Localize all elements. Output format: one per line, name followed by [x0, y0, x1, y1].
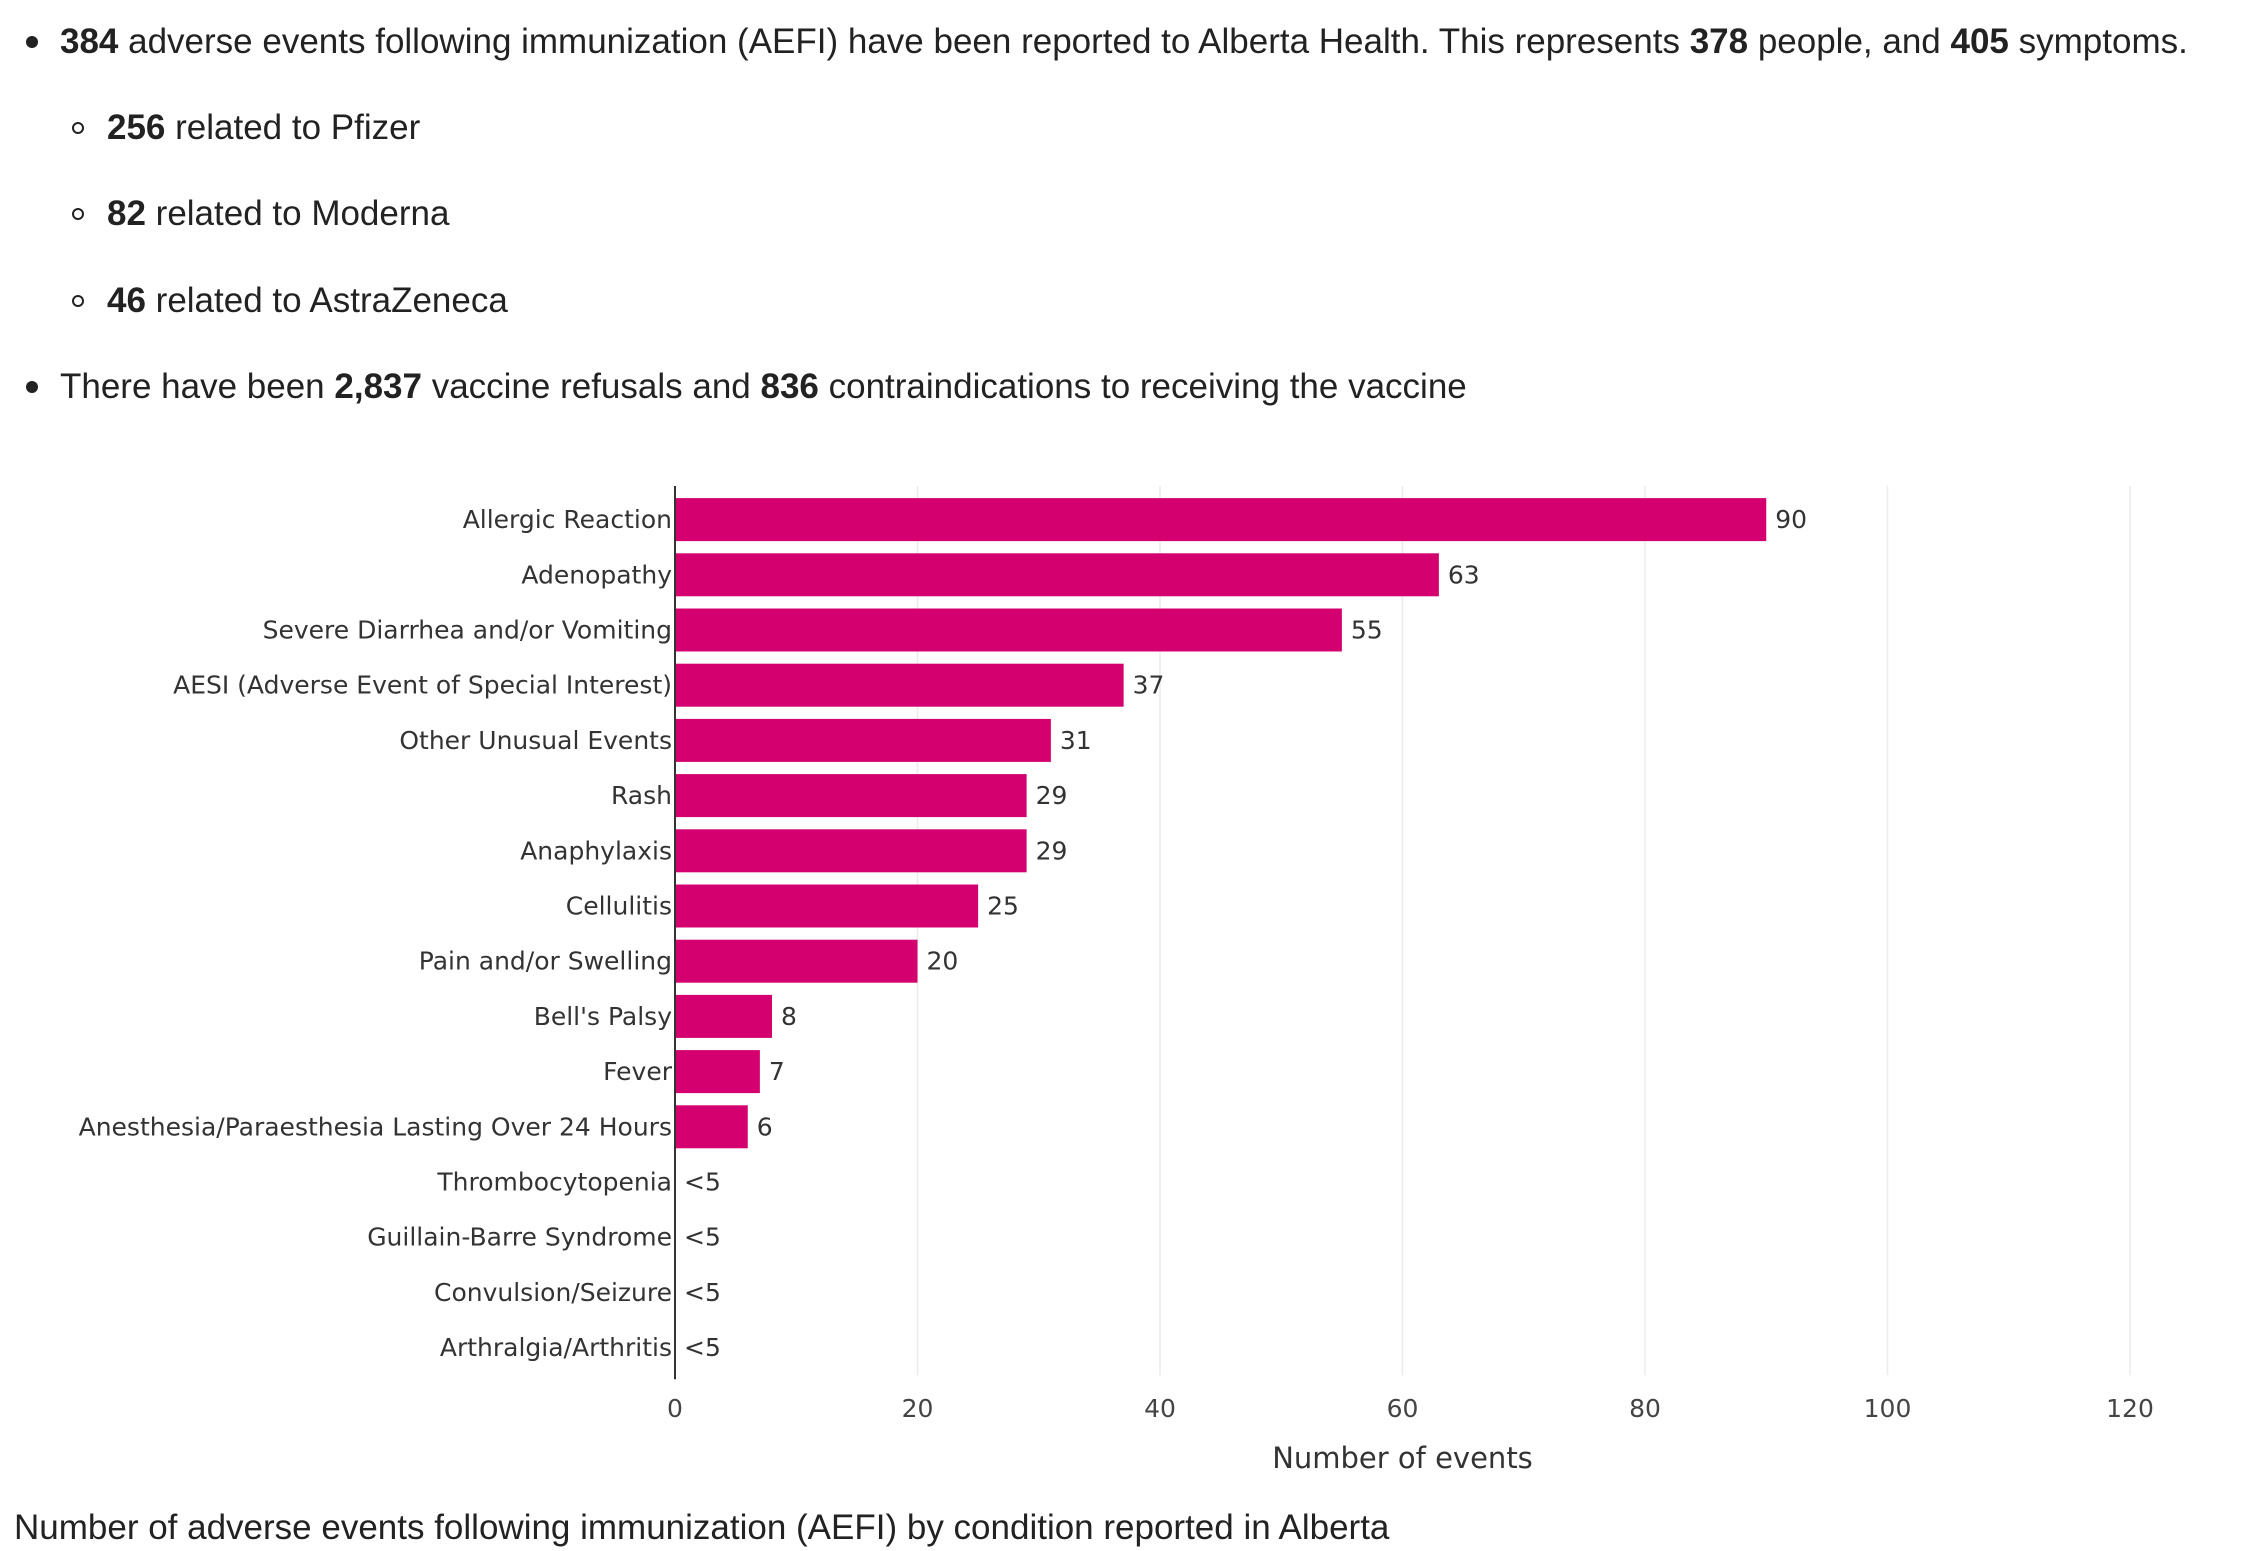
x-axis-title: Number of events	[1272, 1441, 1533, 1475]
category-label: Rash	[611, 781, 672, 810]
category-label: Adenopathy	[521, 560, 672, 589]
data-label: 31	[1060, 726, 1092, 755]
category-label: AESI (Adverse Event of Special Interest)	[173, 671, 672, 700]
category-label: Cellulitis	[566, 892, 672, 921]
data-label: 8	[781, 1002, 797, 1031]
category-label: Severe Diarrhea and/or Vomiting	[263, 616, 672, 645]
data-label: 90	[1775, 505, 1807, 534]
category-label: Pain and/or Swelling	[419, 947, 672, 976]
bar	[675, 829, 1027, 873]
data-label: 25	[987, 892, 1019, 921]
data-label: 6	[757, 1112, 773, 1141]
x-tick-label: 120	[2106, 1394, 2154, 1423]
data-label: 55	[1351, 616, 1383, 645]
summary-sub-astrazeneca: 46 related to AstraZeneca	[107, 281, 508, 320]
x-tick-label: 0	[667, 1394, 683, 1423]
category-label: Anesthesia/Paraesthesia Lasting Over 24 …	[79, 1112, 672, 1141]
bar	[675, 939, 918, 983]
aefi-count: 384	[60, 22, 119, 61]
sub-bullet-icon	[72, 122, 84, 134]
category-label: Fever	[603, 1057, 673, 1086]
bar	[675, 884, 979, 928]
category-label: Arthralgia/Arthritis	[440, 1333, 672, 1362]
bar	[675, 994, 772, 1038]
data-label: 37	[1133, 671, 1165, 700]
data-label: 20	[927, 947, 959, 976]
bar	[675, 663, 1124, 707]
data-label: <5	[684, 1223, 721, 1252]
x-tick-label: 100	[1864, 1394, 1912, 1423]
category-label: Convulsion/Seizure	[434, 1278, 672, 1307]
bar	[675, 553, 1439, 597]
data-label: 29	[1036, 836, 1068, 865]
category-label: Thrombocytopenia	[436, 1168, 672, 1197]
category-label: Bell's Palsy	[534, 1002, 673, 1031]
category-label: Other Unusual Events	[399, 726, 672, 755]
bullet-icon	[26, 36, 38, 48]
refusals-count: 2,837	[334, 367, 422, 406]
x-tick-label: 20	[902, 1394, 934, 1423]
chart-caption: Number of adverse events following immun…	[14, 1508, 1390, 1547]
sub-bullet-icon	[72, 295, 84, 307]
category-label: Allergic Reaction	[463, 505, 672, 534]
symptoms-count: 405	[1950, 22, 2009, 61]
data-label: 29	[1036, 781, 1068, 810]
bar	[675, 608, 1342, 652]
summary-sub-pfizer: 256 related to Pfizer	[107, 108, 421, 147]
summary-line-refusals: There have been 2,837 vaccine refusals a…	[60, 367, 1467, 406]
contraindications-count: 836	[760, 367, 819, 406]
category-label: Anaphylaxis	[520, 836, 672, 865]
data-label: <5	[684, 1278, 721, 1307]
data-label: 63	[1448, 560, 1480, 589]
people-count: 378	[1689, 22, 1749, 61]
aefi-bar-chart: Allergic Reaction 90 Adenopathy 63 Severe Di…	[79, 486, 2154, 1475]
x-tick-label: 60	[1387, 1394, 1419, 1423]
bar	[675, 774, 1027, 818]
bar	[675, 1105, 748, 1149]
sub-bullet-icon	[72, 208, 84, 220]
category-label: Guillain-Barre Syndrome	[367, 1223, 672, 1252]
data-label: <5	[684, 1333, 721, 1362]
data-label: <5	[684, 1168, 721, 1197]
x-tick-label: 40	[1144, 1394, 1176, 1423]
summary-sub-moderna: 82 related to Moderna	[107, 194, 450, 233]
bar	[675, 498, 1767, 542]
summary-line-aefi: 384 adverse events following immunizatio…	[60, 22, 2188, 61]
data-label: 7	[769, 1057, 785, 1086]
bullet-icon	[26, 381, 38, 393]
bar	[675, 718, 1051, 762]
bar	[675, 1050, 760, 1094]
x-tick-label: 80	[1629, 1394, 1661, 1423]
